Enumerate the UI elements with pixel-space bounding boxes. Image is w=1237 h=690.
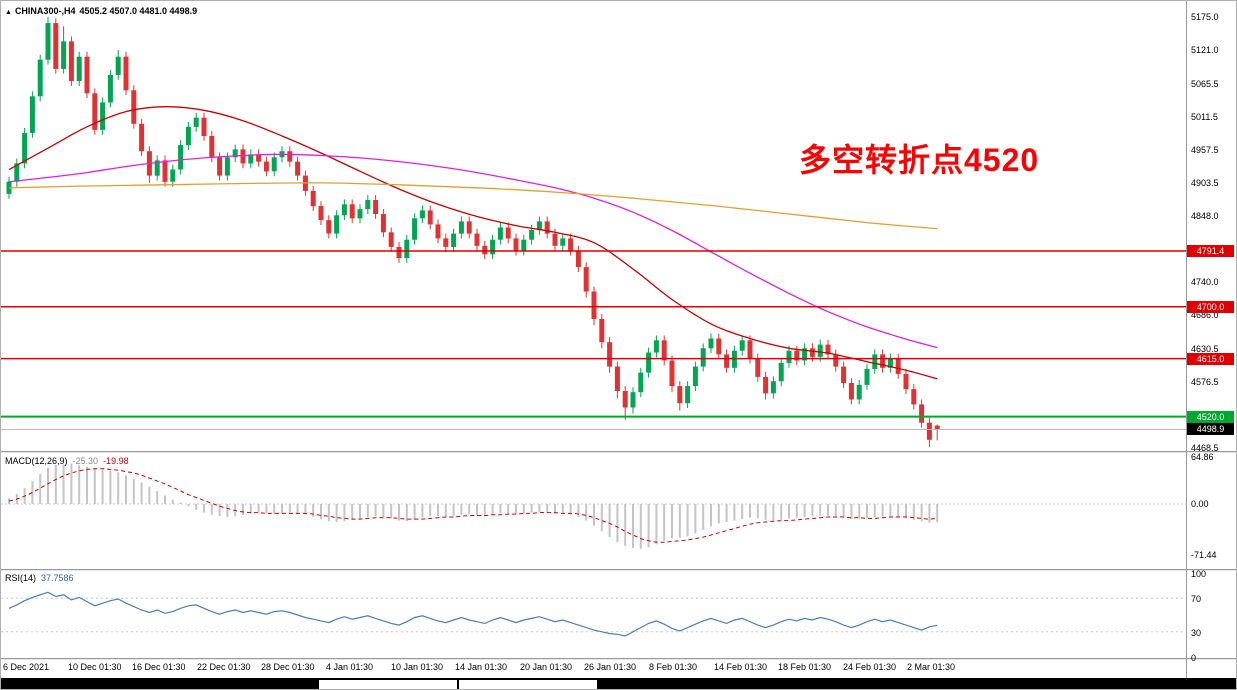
ma-line-mid-magenta xyxy=(8,153,938,349)
symbol-name: CHINA300-,H4 xyxy=(14,6,76,16)
time-label: 16 Dec 01:30 xyxy=(132,662,186,672)
macd-histogram xyxy=(8,463,939,549)
taskbar-item[interactable] xyxy=(459,680,597,689)
time-label: 22 Dec 01:30 xyxy=(197,662,251,672)
time-label: 14 Jan 01:30 xyxy=(455,662,508,672)
panel-separator-rsi-time xyxy=(1,658,1236,660)
panel-separator-main-macd[interactable] xyxy=(1,451,1236,453)
ma-line-slow-orange xyxy=(8,182,938,230)
macd-signal-value: -19.98 xyxy=(103,456,129,466)
time-label: 2 Mar 01:30 xyxy=(907,662,956,672)
time-label: 18 Feb 01:30 xyxy=(778,662,832,672)
symbol-ohlc: 4505.2 4507.0 4481.0 4498.9 xyxy=(79,6,198,16)
rsi-line xyxy=(8,591,938,637)
rsi-value: 37.7586 xyxy=(41,573,74,583)
macd-signal-line xyxy=(8,468,938,543)
chart-annotation[interactable]: 多空转折点4520 xyxy=(799,142,1040,178)
time-label: 24 Feb 01:30 xyxy=(843,662,897,672)
time-label: 28 Dec 01:30 xyxy=(261,662,315,672)
taskbar[interactable] xyxy=(1,678,1236,689)
macd-value: -25.30 xyxy=(72,456,99,466)
time-label: 14 Feb 01:30 xyxy=(714,662,768,672)
time-label: 4 Jan 01:30 xyxy=(326,662,374,672)
macd-label: MACD(12,26,9) -25.30 -19.98 xyxy=(5,456,134,466)
time-label: 20 Jan 01:30 xyxy=(520,662,573,672)
taskbar-item[interactable] xyxy=(319,680,457,689)
time-axis: 6 Dec 2021 10 Dec 01:30 16 Dec 01:30 22 Dec… xyxy=(1,662,1186,676)
candles-layer xyxy=(6,17,940,448)
time-label: 10 Jan 01:30 xyxy=(391,662,444,672)
macd-label-text: MACD(12,26,9) xyxy=(5,456,68,466)
time-label: 8 Feb 01:30 xyxy=(649,662,698,672)
panel-separator-macd-rsi[interactable] xyxy=(1,569,1236,571)
time-label: 6 Dec 2021 xyxy=(3,662,50,672)
time-label: 10 Dec 01:30 xyxy=(68,662,122,672)
rsi-label: RSI(14) 37.7586 xyxy=(5,573,79,583)
rsi-label-text: RSI(14) xyxy=(5,573,37,583)
axis-separator xyxy=(1186,1,1187,678)
ma-line-fast-red xyxy=(8,106,938,380)
symbol-marker-icon: ▲ xyxy=(5,9,12,16)
symbol-info: ▲ CHINA300-,H4 4505.2 4507.0 4481.0 4498.9 xyxy=(5,6,201,16)
time-label: 26 Jan 01:30 xyxy=(584,662,637,672)
